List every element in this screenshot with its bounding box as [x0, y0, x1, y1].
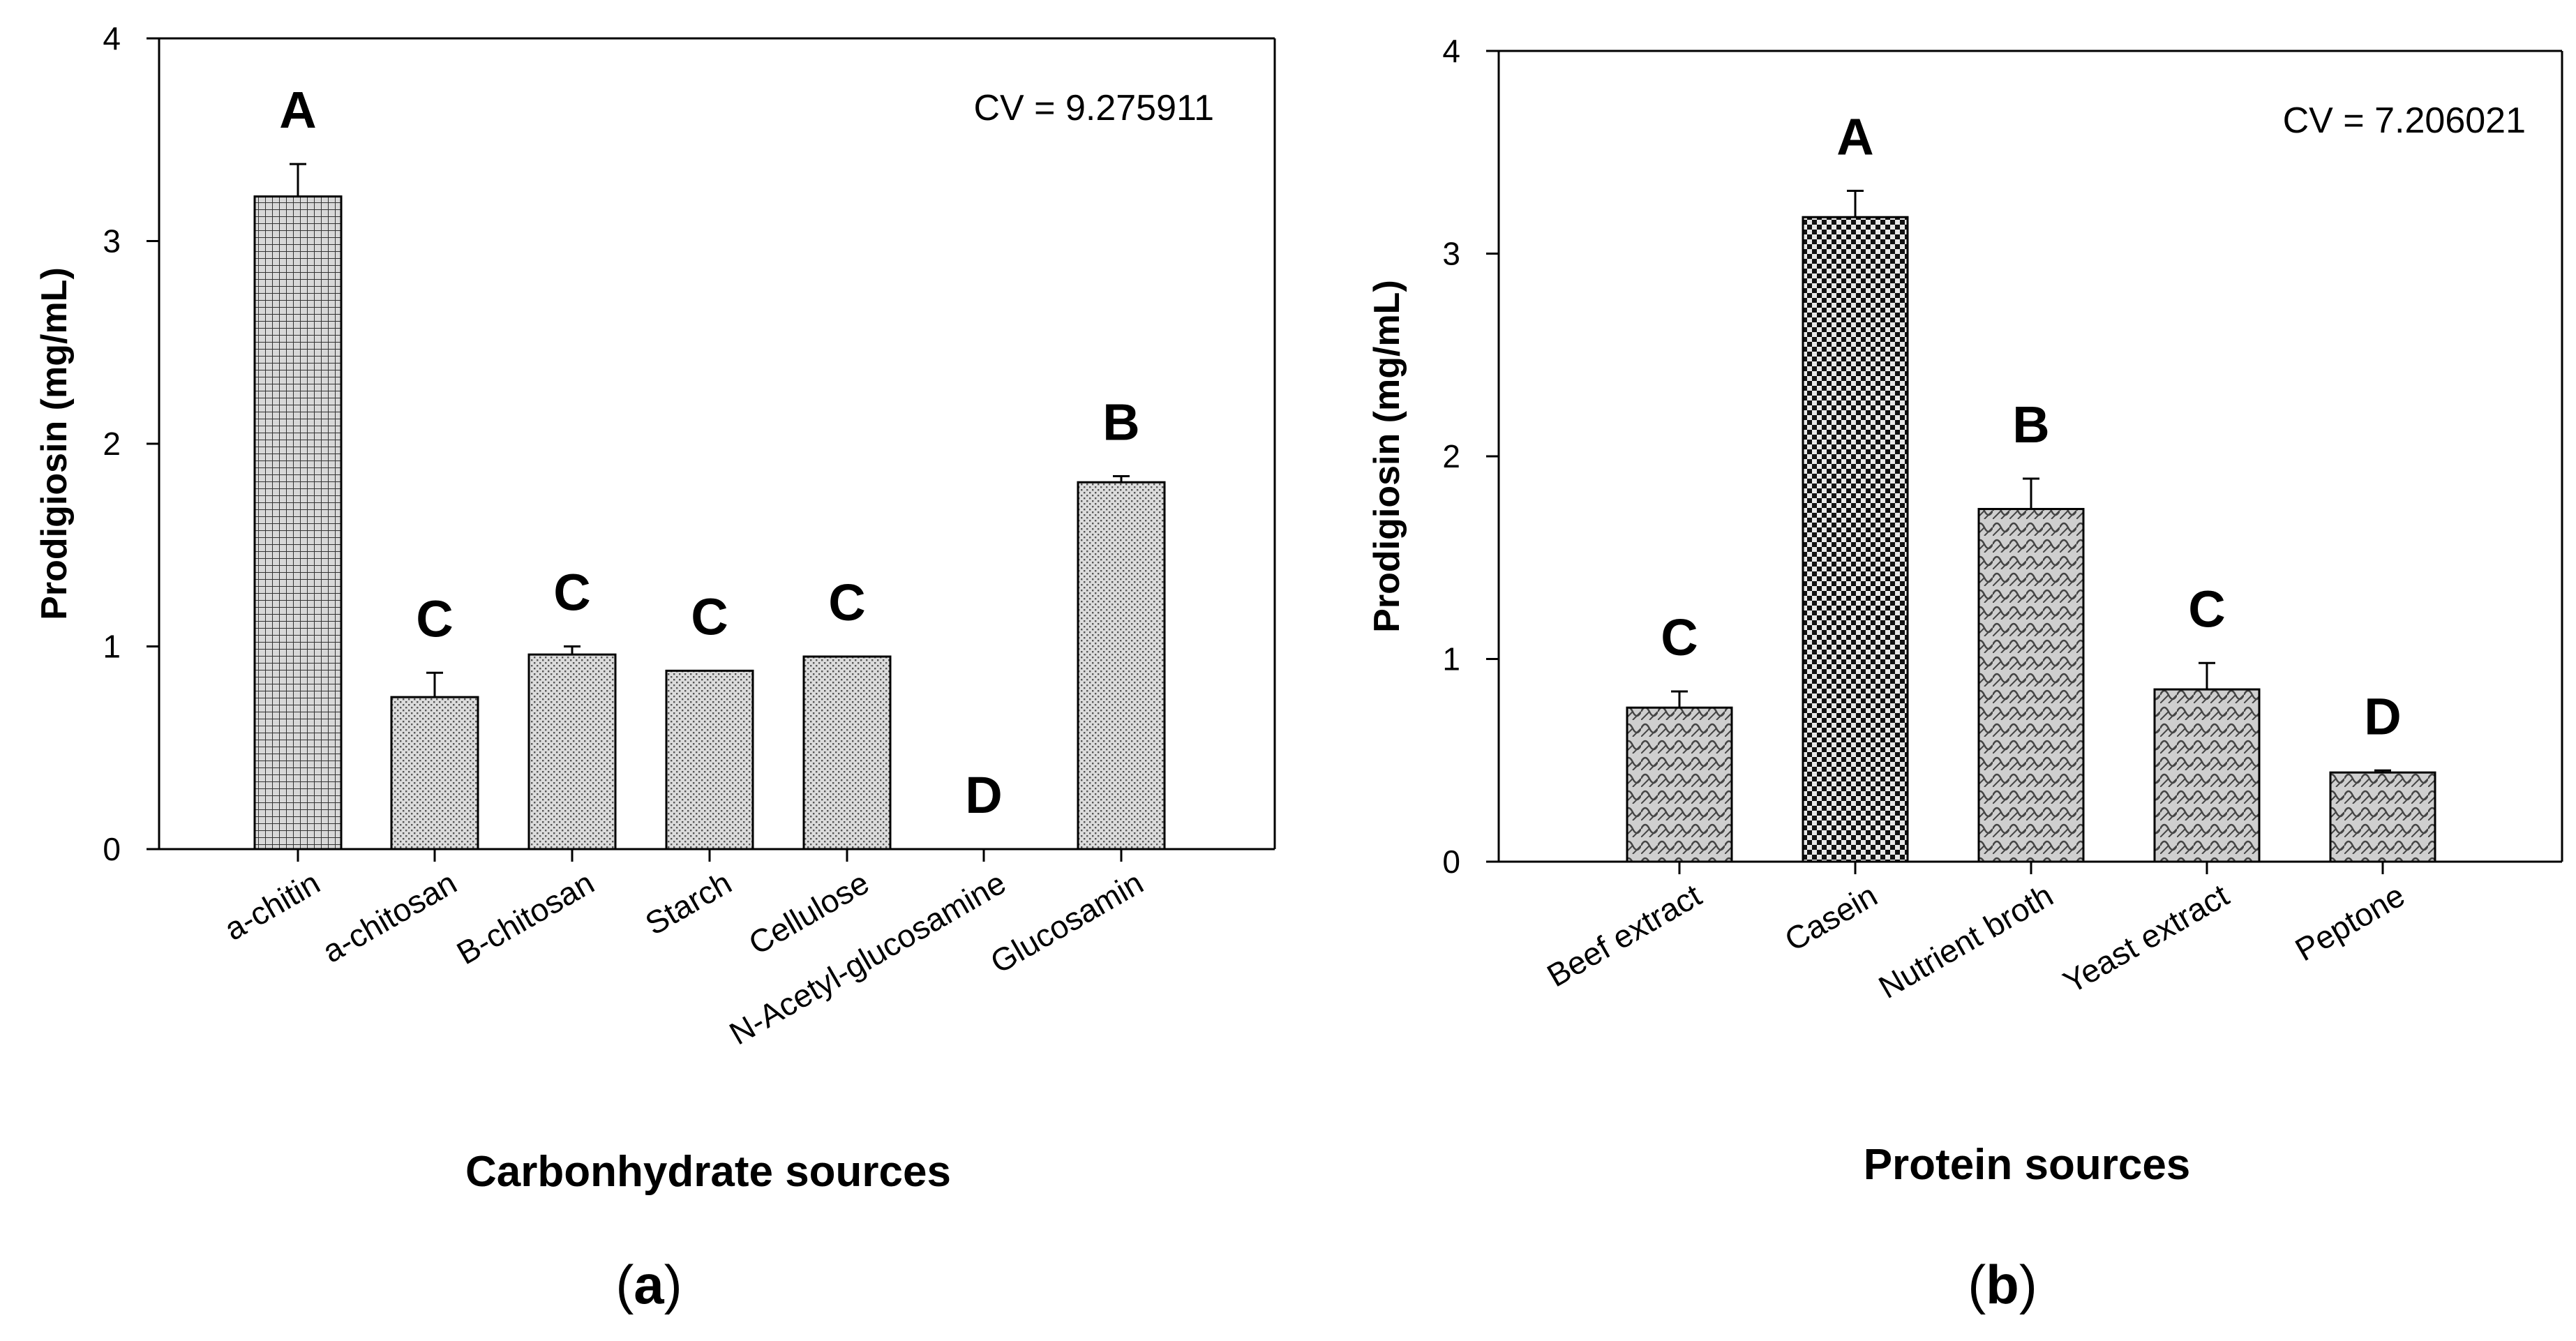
panel-a-significance-label-6: B [1102, 393, 1139, 451]
panel-a-significance-label-1: C [416, 590, 453, 647]
panel-a-bar-6 [1077, 481, 1166, 851]
panel-b-error-bar-1 [1847, 189, 1864, 218]
panel-b-bar-2 [1977, 508, 2085, 863]
panel-b-y-tick-label-3: 3 [1442, 236, 1460, 272]
panel-a-significance-label-0: A [279, 81, 316, 139]
panel-b-label-open: ( [1968, 1254, 1986, 1315]
panel-b-x-tick-label-3: Yeast extract [2057, 877, 2235, 1001]
panel-a-bar-3 [665, 669, 754, 851]
panel-a-bar-4 [802, 655, 892, 851]
panel-a-x-tick-label-6: Glucosamin [984, 864, 1149, 980]
panel-b-y-tick-label-1: 1 [1442, 641, 1460, 677]
panel-b-bar-3 [2153, 688, 2261, 863]
panel-a-y-axis-label: Prodigiosin (mg/mL) [34, 267, 75, 620]
panel-a-significance-label-3: C [691, 587, 728, 645]
panel-a-x-axis-label: Carbonhydrate sources [465, 1148, 951, 1196]
panel-b-bar-1 [1802, 216, 1909, 863]
panel-b-error-bar-4 [2374, 769, 2391, 773]
panel-a-label-close: ) [664, 1254, 682, 1315]
panel-a-error-bar-2 [564, 645, 581, 655]
panel-a-y-tick-label-0: 0 [103, 831, 121, 867]
panel-b-y-tick-label-4: 4 [1442, 33, 1460, 69]
panel-a-bar-1 [390, 696, 479, 851]
panel-b-significance-label-4: D [2364, 687, 2401, 745]
panel-a-y-tick-label-1: 1 [103, 629, 121, 665]
panel-b-significance-label-3: C [2188, 580, 2225, 638]
panel-b-y-axis-label: Prodigiosin (mg/mL) [1367, 280, 1407, 633]
panel-b-y-tick-label-2: 2 [1442, 438, 1460, 474]
panel-b-bar-0 [1626, 706, 1733, 863]
panel-a-significance-label-4: C [828, 574, 865, 631]
panel-a-label-letter: a [634, 1254, 664, 1315]
panel-b-error-bar-0 [1671, 690, 1688, 708]
panel-b-bar-4 [2329, 771, 2436, 863]
panel-b-significance-label-1: A [1836, 107, 1873, 165]
panel-b-x-tick-label-4: Peptone [2289, 877, 2411, 968]
panel-a-cv-annotation: CV = 9.275911 [973, 88, 1214, 128]
panel-a-label-open: ( [615, 1254, 634, 1315]
panel-b-x-tick-label-2: Nutrient broth [1873, 877, 2059, 1005]
panel-b-label-close: ) [2019, 1254, 2037, 1315]
panel-b-x-axis-label: Protein sources [1864, 1141, 2191, 1189]
panel-a-y-tick-label-3: 3 [103, 223, 121, 260]
panel-b-cv-annotation: CV = 7.206021 [2283, 100, 2526, 141]
panel-b-significance-label-2: B [2012, 396, 2049, 454]
panel-b-x-tick-label-1: Casein [1779, 877, 1883, 959]
panel-a-error-bar-6 [1113, 474, 1130, 483]
panel-a-x-tick-label-2: B-chitosan [451, 864, 600, 972]
panel-b-label-letter: b [1986, 1254, 2019, 1315]
panel-a-x-tick-label-1: a-chitosan [316, 864, 463, 970]
panel-b-y-tick-label-0: 0 [1442, 844, 1460, 880]
panel-a-significance-label-2: C [553, 564, 590, 622]
panel-b-error-bar-3 [2199, 661, 2215, 690]
panel-a-label: (a) [615, 1254, 682, 1315]
panel-a-error-bar-0 [290, 163, 306, 197]
panel-a-y-tick-label-4: 4 [103, 20, 121, 57]
panel-a-x-tick-label-0: a-chitin [218, 864, 326, 947]
panel-a-bar-0 [253, 195, 343, 851]
panel-a-y-tick-label-2: 2 [103, 426, 121, 462]
panel-a-error-bar-1 [426, 671, 443, 698]
panel-a-bar-2 [527, 653, 617, 851]
panel-a-x-tick-label-3: Starch [639, 864, 737, 943]
panel-b-significance-label-0: C [1661, 608, 1698, 666]
panel-b-label: (b) [1968, 1254, 2037, 1315]
panel-b-error-bar-2 [2023, 477, 2039, 509]
panel-b-x-tick-label-0: Beef extract [1541, 877, 1707, 994]
panel-a-significance-label-5: D [965, 766, 1002, 824]
